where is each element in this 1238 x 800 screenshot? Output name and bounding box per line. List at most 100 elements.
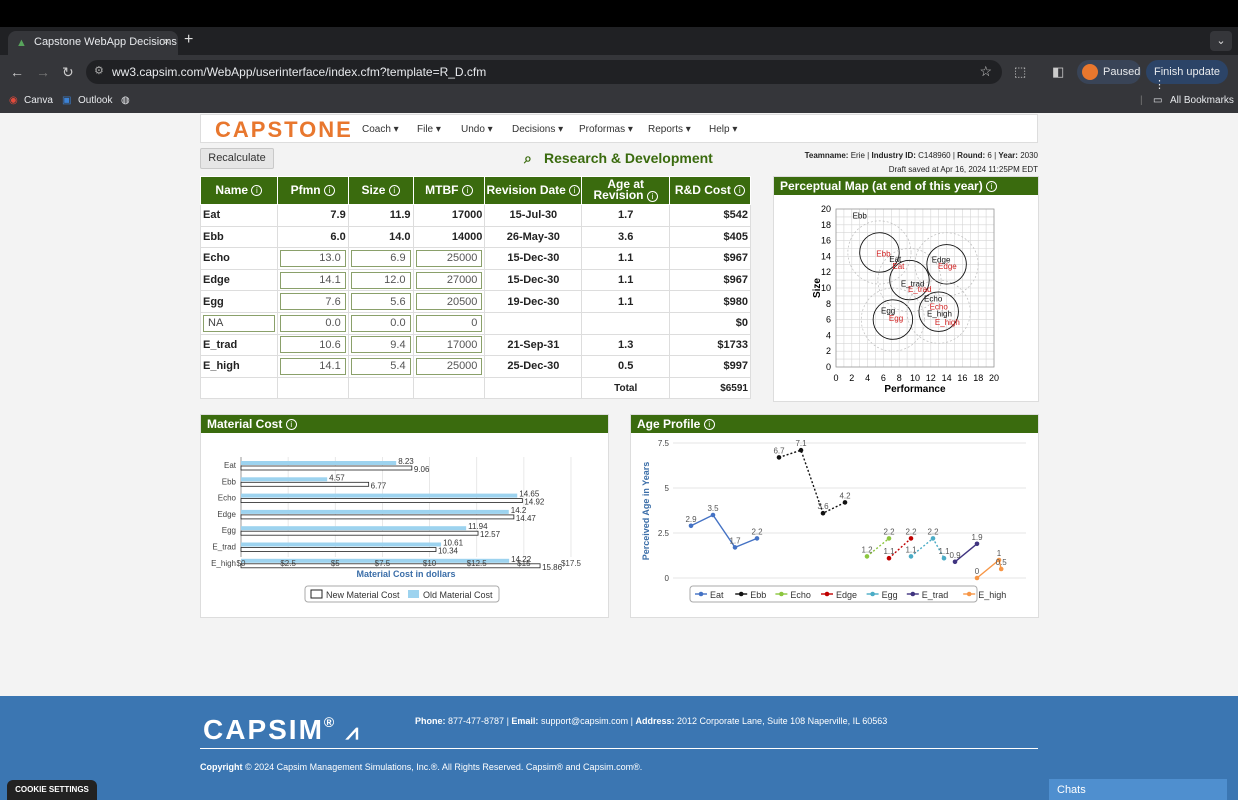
extensions-icon[interactable]: ⬚ bbox=[1014, 64, 1027, 79]
mtbf-cell-input[interactable] bbox=[415, 357, 483, 375]
info-icon: i bbox=[461, 185, 473, 197]
info-icon: i bbox=[569, 185, 581, 197]
info-icon: i bbox=[285, 419, 297, 431]
app-header: CAPSTONE Coach ▾ File ▾ Undo ▾ Decisions… bbox=[200, 114, 1038, 143]
y-axis-label: Size bbox=[812, 278, 823, 298]
segment-circle bbox=[872, 299, 914, 340]
y-tick-label: 2 bbox=[826, 346, 831, 356]
category-label: Ebb bbox=[222, 477, 237, 486]
size-cell bbox=[347, 247, 414, 270]
finish-update-button[interactable]: Finish update ⋮ bbox=[1146, 60, 1228, 91]
data-label: 1.1 bbox=[883, 547, 895, 556]
x-tick-label: 0 bbox=[833, 373, 838, 383]
mtbf-cell-input[interactable] bbox=[415, 336, 483, 354]
menu-help[interactable]: Help ▾ bbox=[709, 124, 738, 135]
pfmn-cell-input[interactable] bbox=[279, 314, 346, 332]
side-panel-icon[interactable]: ◧ bbox=[1052, 64, 1065, 79]
tab-bar: ▲ Capstone WebApp Decisions × + ⌄ bbox=[0, 27, 1238, 55]
reload-icon[interactable]: ↻ bbox=[62, 64, 74, 80]
total-cost: $6591 bbox=[669, 376, 751, 400]
mtbf-cell-input[interactable] bbox=[415, 271, 483, 289]
product-target-label: E_high bbox=[935, 318, 960, 327]
product-label: Ebb bbox=[853, 211, 868, 220]
email-link[interactable]: support@capsim.com bbox=[540, 716, 629, 726]
all-bookmarks[interactable]: All Bookmarks bbox=[1170, 95, 1234, 106]
menu-file[interactable]: File ▾ bbox=[417, 124, 441, 135]
bookmark-star-icon[interactable]: ☆ bbox=[979, 63, 992, 79]
recalculate-button[interactable]: Recalculate bbox=[200, 148, 274, 169]
old-cost-label: 4.57 bbox=[329, 473, 345, 482]
series-point bbox=[776, 455, 782, 460]
pfmn-cell-input[interactable] bbox=[279, 336, 346, 354]
bookmark-canva[interactable]: Canva bbox=[24, 95, 53, 106]
x-tick-label: 10 bbox=[910, 373, 920, 383]
chats-button[interactable]: Chats bbox=[1049, 779, 1227, 800]
forward-icon[interactable]: → bbox=[36, 64, 50, 80]
product-name-input[interactable] bbox=[203, 314, 275, 332]
pfmn-cell bbox=[276, 355, 349, 378]
size-cell-input[interactable] bbox=[350, 314, 411, 332]
info-icon: i bbox=[703, 419, 715, 431]
table-row: Ebb 6.0 14.0 14000 26-May-30 3.6 $405 bbox=[200, 225, 751, 249]
category-label: Echo bbox=[218, 494, 237, 503]
url-bar[interactable]: ⚙ ww3.capsim.com/WebApp/userinterface/in… bbox=[86, 60, 1002, 84]
size-cell-input[interactable] bbox=[350, 336, 411, 354]
product-name: Egg bbox=[200, 290, 278, 313]
profile-button[interactable]: Paused bbox=[1077, 60, 1141, 84]
cookie-settings-button[interactable]: COOKIE SETTINGS bbox=[7, 780, 97, 800]
avatar bbox=[1082, 64, 1098, 80]
revision-date-cell: 15-Dec-30 bbox=[484, 268, 583, 292]
category-label: Egg bbox=[222, 526, 236, 535]
size-cell-input[interactable] bbox=[350, 271, 411, 289]
capsim-favicon-icon: ▲ bbox=[16, 37, 27, 49]
new-cost-label: 15.86 bbox=[542, 563, 563, 572]
segment-outer-circle bbox=[877, 248, 942, 313]
product-label: E_high bbox=[927, 309, 952, 318]
new-tab-button[interactable]: + bbox=[184, 31, 194, 48]
mtbf-cell-input[interactable] bbox=[415, 314, 483, 332]
x-tick-label: $2.5 bbox=[280, 559, 296, 568]
menu-proformas[interactable]: Proformas ▾ bbox=[579, 124, 633, 135]
x-tick-label: $15 bbox=[517, 559, 531, 568]
phone: 877-477-8787 bbox=[448, 716, 505, 726]
size-cell-input[interactable] bbox=[350, 357, 411, 375]
menu-coach[interactable]: Coach ▾ bbox=[362, 124, 399, 135]
pfmn-cell-input[interactable] bbox=[279, 357, 346, 375]
size-cell bbox=[347, 268, 414, 292]
back-icon[interactable]: ← bbox=[10, 64, 24, 80]
menu-reports[interactable]: Reports ▾ bbox=[648, 124, 691, 135]
size-cell-input[interactable] bbox=[350, 249, 411, 267]
revision-date-cell: 15-Jul-30 bbox=[484, 204, 583, 227]
mtbf-cell bbox=[412, 333, 486, 357]
pfmn-cell-input[interactable] bbox=[279, 249, 346, 267]
age-profile-panel: Age Profile i 0 2.5 5 7.5 Perceived Age in Y… bbox=[630, 414, 1039, 618]
tab-search-button[interactable]: ⌄ bbox=[1210, 31, 1232, 51]
pfmn-cell-input[interactable] bbox=[279, 271, 346, 289]
revision-date-cell: 26-May-30 bbox=[484, 225, 583, 249]
capstone-logo[interactable]: CAPSTONE bbox=[215, 117, 353, 142]
bookmark-outlook[interactable]: Outlook bbox=[78, 95, 113, 106]
size-cell-input[interactable] bbox=[350, 293, 411, 311]
new-cost-label: 12.57 bbox=[480, 530, 501, 539]
series-point bbox=[996, 557, 1002, 563]
new-cost-bar bbox=[240, 514, 515, 520]
table-row: Echo 15-Dec-301.1$967 bbox=[200, 247, 751, 270]
rd-cost-cell: $997 bbox=[669, 355, 751, 378]
data-label: 2.2 bbox=[905, 527, 917, 536]
new-cost-bar bbox=[240, 563, 541, 569]
globe-icon[interactable]: ◍ bbox=[121, 95, 130, 106]
mtbf-cell-input[interactable] bbox=[415, 249, 483, 267]
site-info-icon[interactable]: ⚙ bbox=[94, 65, 104, 77]
age-cell: 1.1 bbox=[581, 290, 671, 313]
close-tab-icon[interactable]: × bbox=[163, 36, 170, 48]
data-label: 1.2 bbox=[861, 545, 873, 554]
browser-tab[interactable]: ▲ Capstone WebApp Decisions × bbox=[8, 31, 178, 55]
pfmn-cell-input[interactable] bbox=[279, 293, 346, 311]
segment-circle bbox=[926, 244, 967, 285]
new-cost-label: 10.34 bbox=[438, 547, 459, 556]
top-band bbox=[0, 0, 1238, 27]
mtbf-cell-input[interactable] bbox=[415, 293, 483, 311]
menu-undo[interactable]: Undo ▾ bbox=[461, 124, 493, 135]
menu-decisions[interactable]: Decisions ▾ bbox=[512, 124, 564, 135]
